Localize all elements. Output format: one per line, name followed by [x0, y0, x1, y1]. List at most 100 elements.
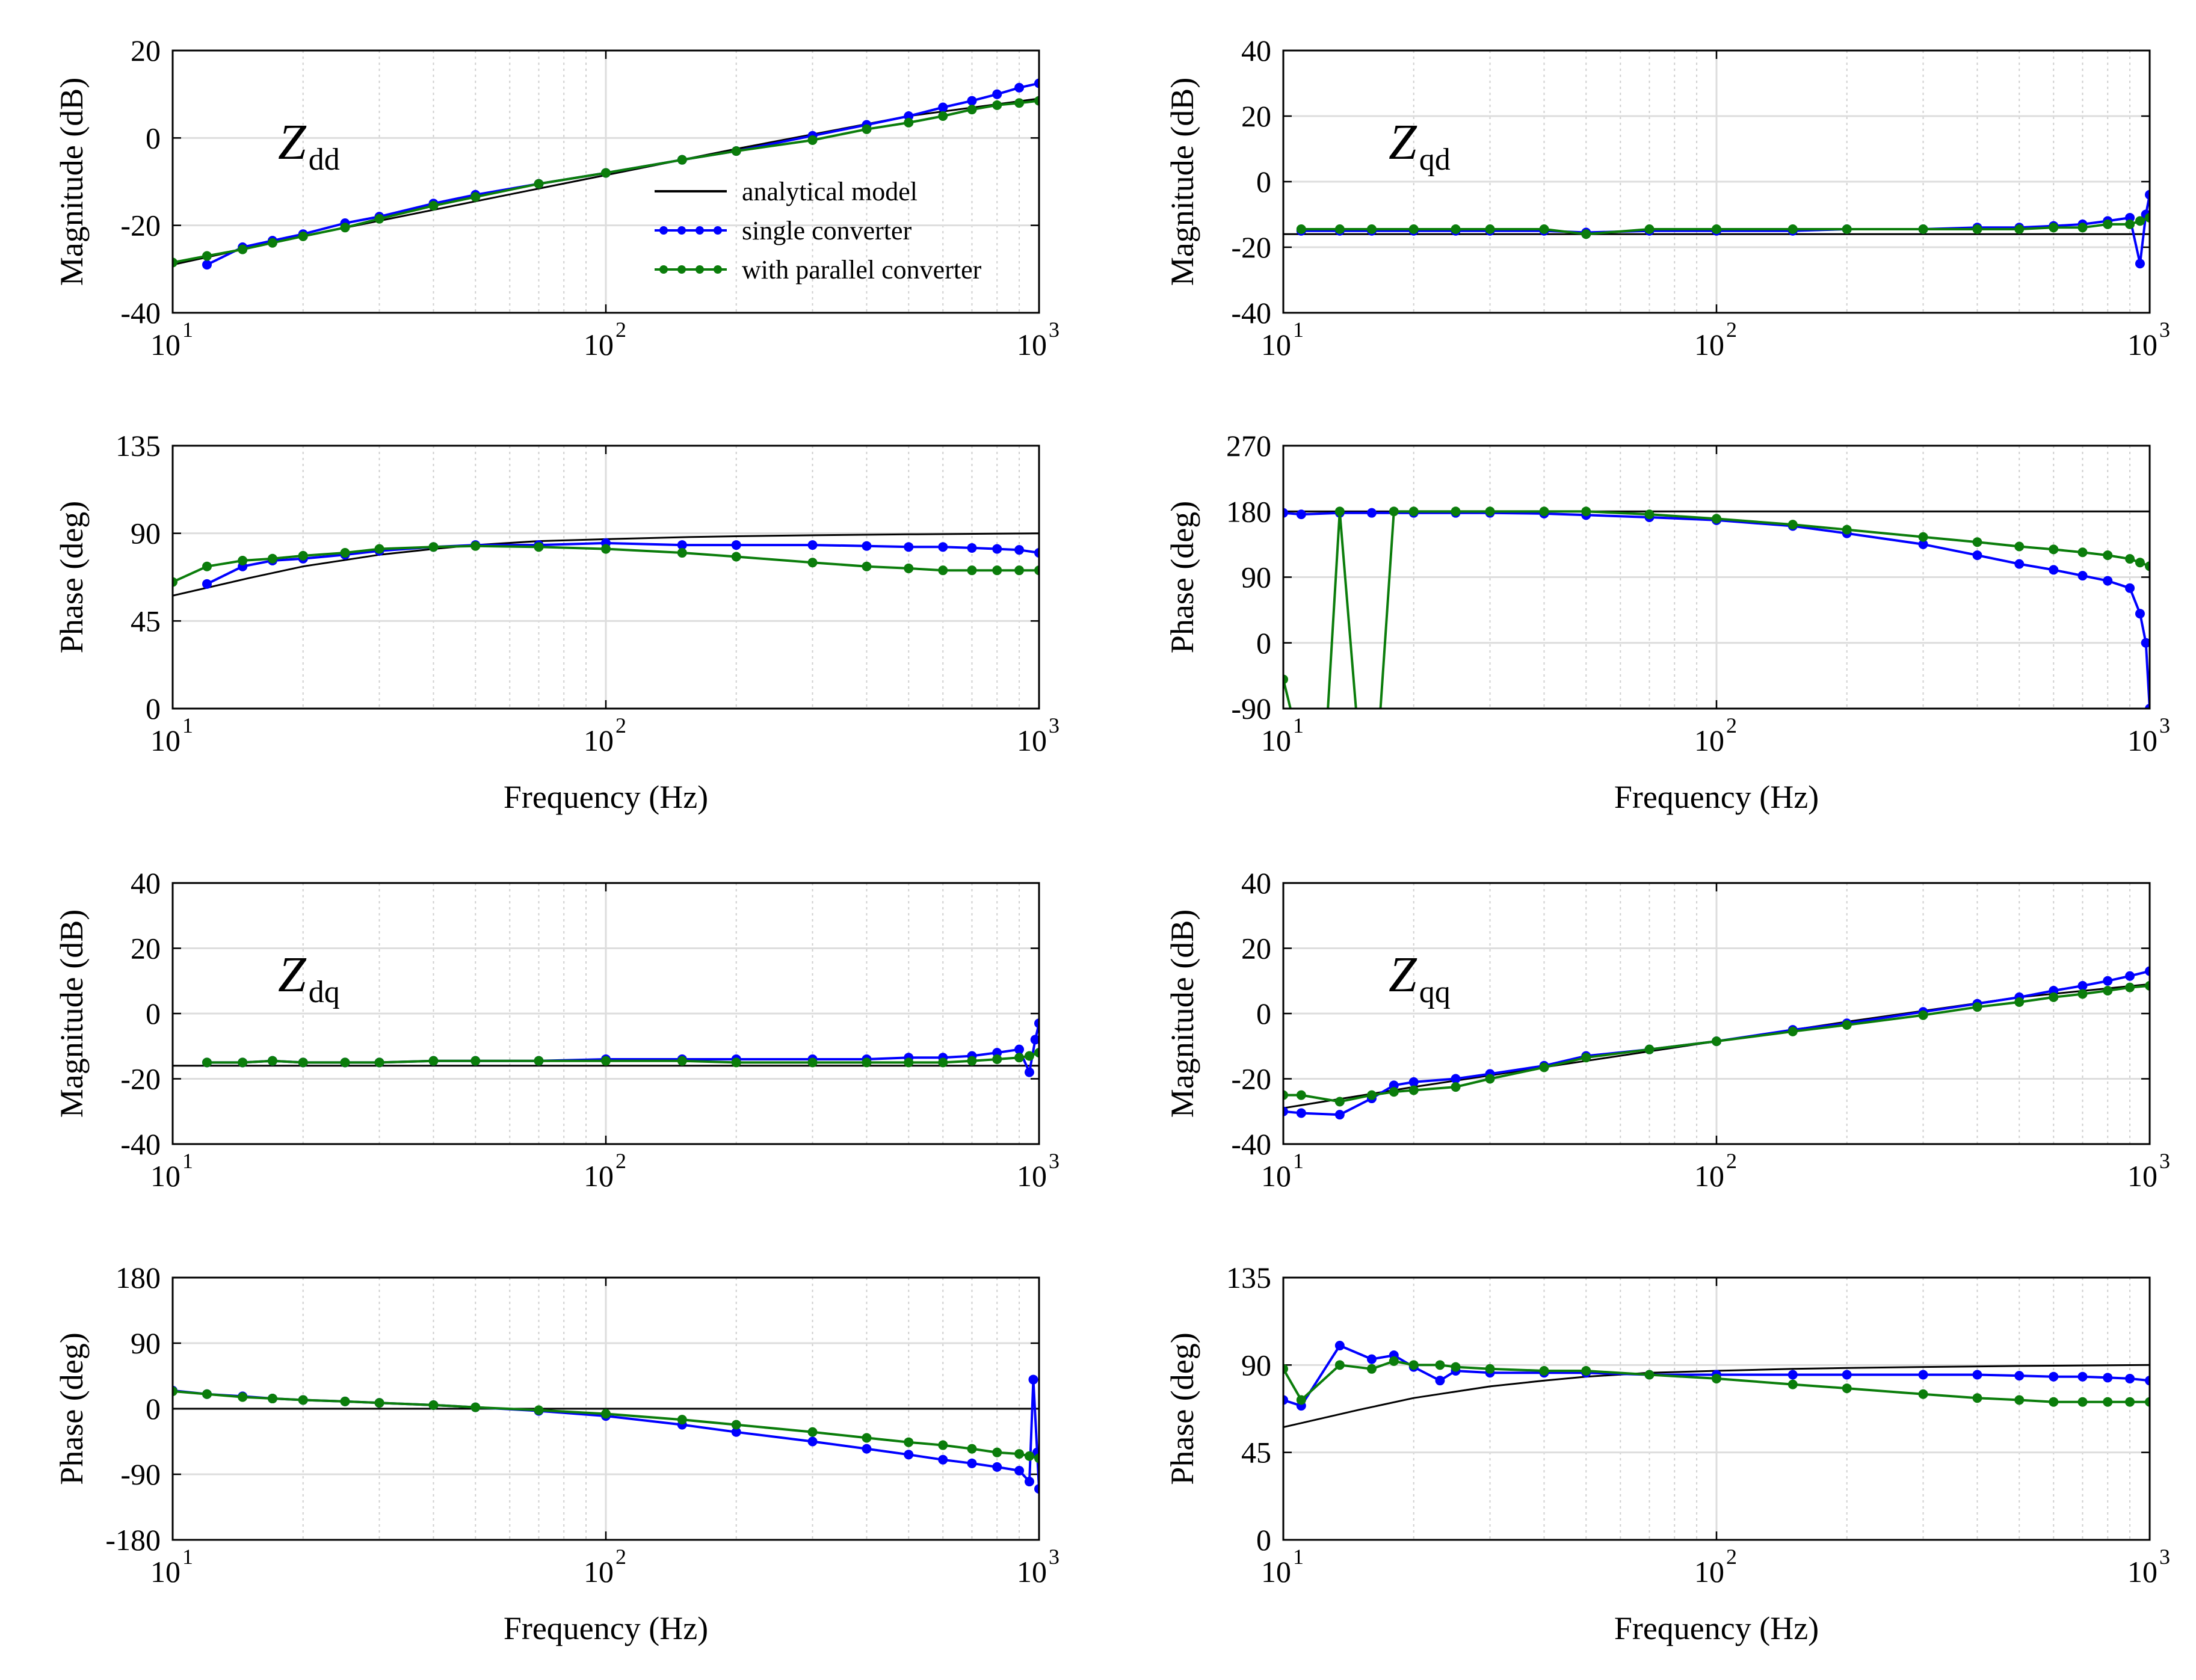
data-point	[374, 544, 384, 554]
data-point	[2145, 1376, 2150, 1386]
y-tick-label: 40	[1241, 866, 1271, 900]
data-point	[1787, 1370, 1798, 1380]
data-point	[2145, 561, 2150, 571]
data-point	[1389, 506, 1399, 517]
axes-frame	[1282, 49, 2151, 314]
data-point	[967, 105, 977, 115]
data-point	[1918, 1370, 1928, 1380]
data-point	[967, 96, 977, 106]
data-point	[2145, 212, 2150, 223]
data-point	[1451, 1362, 1461, 1372]
data-point	[2014, 997, 2025, 1008]
y-tick-label: -180	[105, 1523, 161, 1557]
x-tick-exponent: 3	[2159, 1149, 2170, 1173]
data-point	[1842, 224, 1852, 235]
data-point	[1644, 1370, 1655, 1380]
legend: analytical model single converter with par…	[655, 177, 982, 285]
data-point	[1034, 96, 1039, 106]
x-tick-exponent: 2	[1726, 1545, 1737, 1569]
data-point	[173, 577, 177, 587]
data-point	[470, 1402, 481, 1412]
data-point	[470, 541, 481, 551]
data-point	[938, 1057, 948, 1068]
legend-marker	[714, 226, 722, 235]
series-with-parallel-converter	[173, 541, 1039, 587]
x-tick-exponent: 1	[1293, 1545, 1304, 1569]
y-tick-label: -90	[120, 1457, 161, 1491]
y-tick-label: 0	[146, 692, 161, 725]
x-tick-label: 10	[1694, 724, 1724, 757]
data-point	[1024, 1451, 1034, 1461]
series-single-converter	[202, 538, 1039, 589]
y-axis-label: Magnitude (dB)	[54, 909, 90, 1118]
data-point	[428, 200, 439, 211]
data-point	[2145, 980, 2150, 991]
data-point	[1389, 1087, 1399, 1097]
data-point	[202, 561, 212, 571]
x-tick-exponent: 3	[2159, 713, 2170, 737]
data-point	[967, 543, 977, 553]
y-tick-label: 90	[131, 517, 161, 550]
x-tick-label: 10	[2127, 1555, 2157, 1589]
data-point	[1334, 506, 1345, 517]
x-tick-label: 10	[584, 724, 614, 757]
x-tick-label: 10	[1017, 328, 1047, 362]
x-tick-exponent: 2	[1726, 318, 1737, 342]
y-tick-label: 20	[131, 932, 161, 965]
y-tick-label: 0	[146, 121, 161, 155]
data-point	[2014, 1371, 2025, 1381]
data-point	[904, 563, 914, 573]
y-tick-label: 20	[131, 34, 161, 67]
y-tick-label: -20	[1231, 230, 1271, 264]
data-point	[904, 542, 914, 552]
data-point	[2103, 1373, 2113, 1383]
x-axis-label: Frequency (Hz)	[1614, 1610, 1819, 1646]
data-point	[1644, 1044, 1655, 1054]
data-point	[1539, 1366, 1549, 1376]
data-point	[374, 214, 384, 224]
data-point	[173, 1386, 177, 1396]
legend-marker	[696, 265, 704, 274]
data-point	[1366, 1364, 1377, 1374]
data-point	[2145, 704, 2150, 709]
data-point	[1539, 224, 1549, 235]
y-axis-label: Phase (deg)	[54, 501, 90, 653]
series-line	[1283, 984, 2150, 1103]
data-point	[1408, 506, 1419, 517]
data-point	[677, 1056, 687, 1066]
data-point	[298, 1395, 308, 1405]
data-point	[1014, 82, 1025, 93]
data-point	[202, 260, 212, 270]
data-point	[862, 124, 872, 134]
data-point	[1296, 1090, 1306, 1100]
data-point	[677, 1415, 687, 1425]
series-line	[206, 541, 1039, 585]
data-point	[2077, 1397, 2088, 1407]
data-point	[2103, 550, 2113, 561]
x-tick-label: 10	[1694, 1159, 1724, 1193]
series-with-parallel-converter	[173, 96, 1039, 268]
data-point	[202, 1389, 212, 1399]
data-point	[1787, 224, 1798, 235]
data-point	[1408, 1085, 1419, 1095]
x-tick-label: 10	[584, 1159, 614, 1193]
y-tick-label: 90	[1241, 1348, 1271, 1382]
x-tick-label: 10	[1261, 1555, 1291, 1589]
data-point	[1296, 1395, 1306, 1405]
series-with-parallel-converter	[173, 1386, 1039, 1463]
y-tick-label: 270	[1226, 429, 1271, 463]
x-tick-exponent: 1	[1293, 318, 1304, 342]
data-point	[238, 555, 248, 565]
data-point	[202, 251, 212, 261]
data-point	[1918, 539, 1928, 549]
impedance-subscript: dq	[309, 975, 340, 1009]
data-point	[731, 540, 741, 550]
x-axis-label: Frequency (Hz)	[504, 1610, 708, 1646]
data-point	[2014, 1395, 2025, 1405]
y-axis-label: Phase (deg)	[1164, 501, 1200, 653]
x-tick-exponent: 2	[615, 1545, 626, 1569]
x-tick-label: 10	[1261, 1159, 1291, 1193]
data-point	[1972, 550, 1982, 561]
